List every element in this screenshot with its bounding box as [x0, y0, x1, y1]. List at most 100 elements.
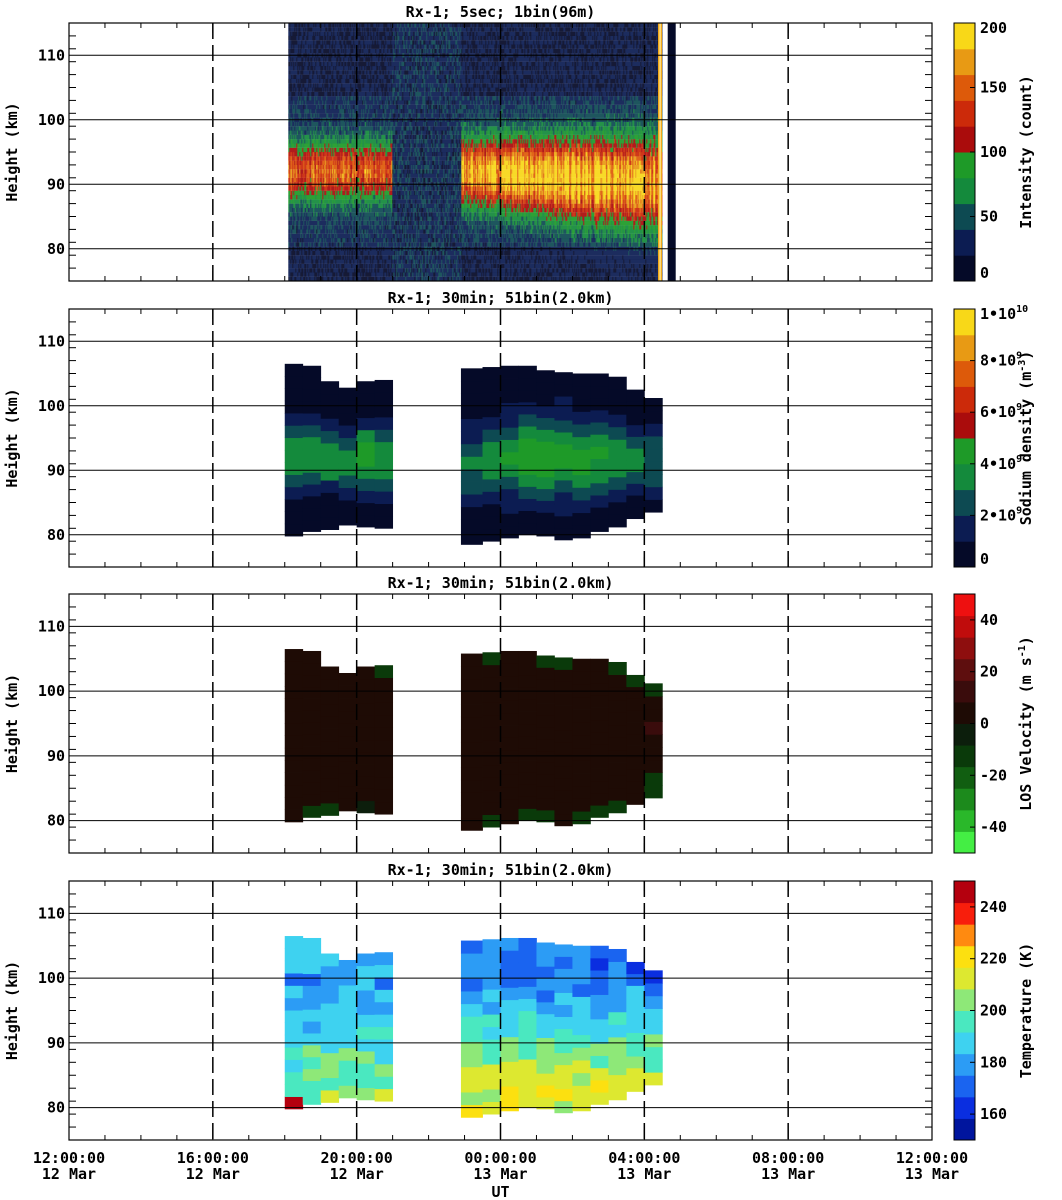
intensity-cell: [288, 207, 290, 213]
intensity-cell: [337, 147, 339, 153]
intensity-cell: [356, 104, 358, 110]
intensity-cell: [294, 268, 296, 273]
intensity-cell: [296, 61, 298, 67]
intensity-cell: [308, 113, 310, 118]
intensity-cell: [325, 61, 327, 67]
intensity-cell: [324, 100, 326, 105]
intensity-cell: [307, 268, 309, 273]
intensity-cell: [338, 152, 340, 157]
intensity-cell: [341, 156, 343, 161]
intensity-cell: [341, 199, 343, 204]
intensity-cell: [370, 164, 372, 170]
intensity-cell: [326, 212, 328, 217]
intensity-cell: [343, 220, 345, 226]
intensity-cell: [342, 130, 344, 135]
intensity-cell: [332, 255, 334, 260]
intensity-cell: [291, 121, 293, 127]
intensity-cell: [367, 160, 369, 165]
intensity-cell: [354, 91, 356, 97]
intensity-cell: [319, 61, 321, 67]
intensity-cell: [334, 195, 336, 200]
intensity-cell: [347, 250, 349, 256]
intensity-cell: [311, 139, 313, 144]
intensity-cell: [291, 152, 293, 157]
intensity-cell: [354, 259, 356, 264]
intensity-cell: [362, 242, 364, 247]
intensity-cell: [293, 66, 295, 71]
intensity-cell: [350, 23, 352, 28]
intensity-cell: [365, 233, 367, 239]
intensity-cell: [321, 78, 323, 84]
intensity-cell: [291, 48, 293, 54]
intensity-cell: [368, 40, 370, 45]
intensity-cell: [295, 139, 297, 144]
intensity-cell: [318, 121, 320, 127]
intensity-cell: [361, 104, 363, 110]
intensity-cell: [339, 121, 341, 127]
intensity-cell: [349, 96, 351, 101]
intensity-cell: [315, 66, 317, 71]
intensity-cell: [343, 31, 345, 36]
intensity-cell: [325, 31, 327, 36]
intensity-cell: [303, 233, 305, 239]
intensity-cell: [369, 238, 371, 243]
intensity-cell: [352, 225, 354, 230]
intensity-cell: [356, 195, 358, 200]
intensity-cell: [335, 169, 337, 174]
intensity-cell: [338, 48, 340, 54]
intensity-cell: [322, 186, 324, 191]
intensity-cell: [289, 255, 291, 260]
intensity-cell: [302, 61, 304, 67]
intensity-cell: [357, 126, 359, 131]
intensity-cell: [330, 35, 332, 41]
intensity-cell: [317, 126, 319, 131]
intensity-cell: [342, 143, 344, 148]
intensity-cell: [331, 238, 333, 243]
intensity-cell: [337, 152, 339, 157]
intensity-cell: [324, 35, 326, 41]
intensity-cell: [330, 160, 332, 165]
intensity-cell: [326, 259, 328, 264]
intensity-cell: [305, 130, 307, 135]
intensity-cell: [338, 74, 340, 79]
intensity-cell: [294, 143, 296, 148]
intensity-cell: [319, 70, 321, 75]
intensity-cell: [366, 268, 368, 273]
intensity-cell: [353, 250, 355, 256]
intensity-cell: [303, 139, 305, 144]
intensity-cell: [348, 177, 350, 183]
intensity-cell: [343, 164, 345, 170]
intensity-cell: [326, 96, 328, 101]
intensity-cell: [343, 134, 345, 140]
intensity-cell: [311, 70, 313, 75]
intensity-cell: [288, 220, 290, 226]
intensity-cell: [303, 27, 305, 32]
intensity-cell: [305, 23, 307, 28]
intensity-cell: [322, 66, 324, 71]
intensity-cell: [336, 61, 338, 67]
intensity-cell: [319, 74, 321, 79]
intensity-cell: [363, 225, 365, 230]
intensity-cell: [312, 263, 314, 269]
intensity-cell: [311, 31, 313, 36]
intensity-cell: [301, 212, 303, 217]
intensity-cell: [353, 126, 355, 131]
intensity-cell: [306, 250, 308, 256]
intensity-cell: [343, 113, 345, 118]
intensity-cell: [343, 126, 345, 131]
intensity-cell: [342, 87, 344, 92]
intensity-cell: [368, 104, 370, 110]
intensity-cell: [333, 130, 335, 135]
intensity-cell: [345, 250, 347, 256]
intensity-cell: [301, 35, 303, 41]
intensity-cell: [300, 207, 302, 213]
intensity-cell: [348, 61, 350, 67]
intensity-cell: [317, 113, 319, 118]
intensity-cell: [294, 255, 296, 260]
intensity-cell: [357, 104, 359, 110]
intensity-cell: [313, 242, 315, 247]
intensity-cell: [303, 156, 305, 161]
intensity-cell: [291, 78, 293, 84]
intensity-cell: [322, 177, 324, 183]
intensity-cell: [293, 139, 295, 144]
